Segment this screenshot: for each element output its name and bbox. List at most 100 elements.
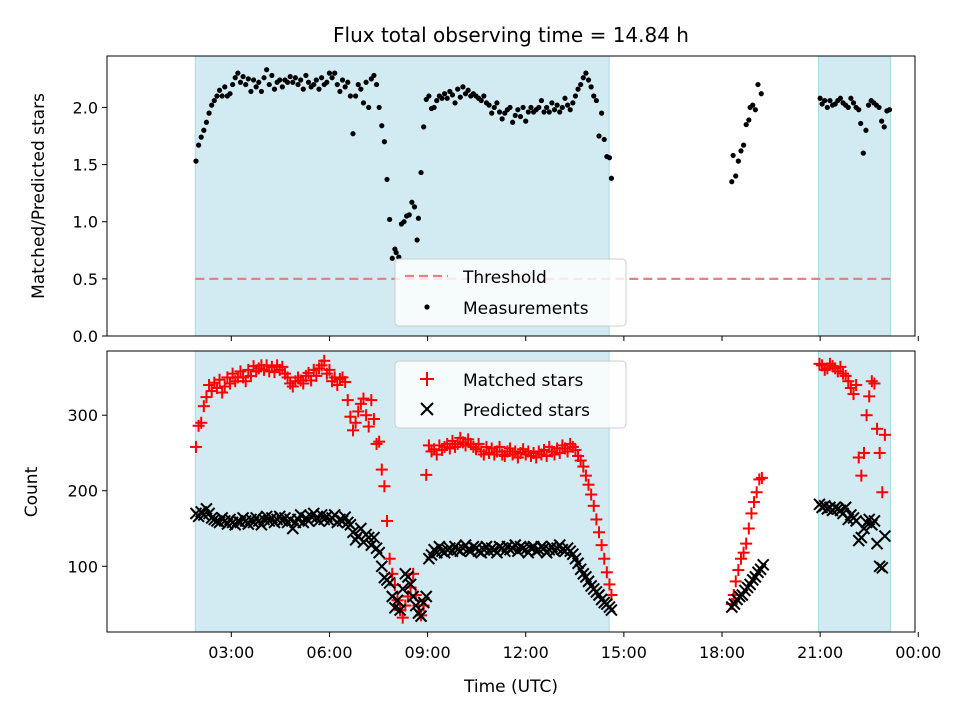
matched-star-point <box>587 499 600 512</box>
measurement-point <box>525 109 531 115</box>
measurement-point <box>585 77 592 83</box>
matched-star-point <box>569 443 582 456</box>
measurement-point <box>271 86 278 92</box>
matched-star-point <box>732 564 745 577</box>
measurement-point <box>195 142 202 148</box>
matched-star-point <box>600 566 613 579</box>
measurement-point <box>345 79 351 85</box>
measurement-point <box>541 109 547 115</box>
measurement-point <box>564 102 571 108</box>
measurement-point <box>316 86 322 92</box>
matched-star-point <box>755 471 768 484</box>
measurement-point <box>520 104 526 111</box>
matched-star-point <box>339 375 352 388</box>
measurement-point <box>507 104 513 111</box>
measurement-point <box>227 91 233 97</box>
matched-star-point <box>260 359 273 372</box>
matched-star-point <box>381 514 394 527</box>
measurement-point <box>353 93 359 99</box>
matched-star-point <box>216 386 229 399</box>
bottom-y-tick-label: 200 <box>67 482 98 501</box>
measurement-point <box>339 77 346 83</box>
measurement-point <box>279 84 285 90</box>
measurement-point <box>730 152 736 159</box>
measurement-point <box>570 100 576 106</box>
x-axis-label: Time (UTC) <box>463 677 558 697</box>
measurement-point <box>243 81 249 88</box>
measurement-point <box>559 104 565 111</box>
measurement-point <box>337 88 343 95</box>
matched-star-point <box>223 377 236 390</box>
measurement-point <box>329 75 335 81</box>
measurement-point <box>515 107 521 113</box>
matched-star-point <box>451 437 464 450</box>
matched-star-point <box>863 390 876 403</box>
measurement-point <box>822 97 828 104</box>
bottom-legend-box <box>394 360 627 429</box>
measurement-point <box>444 95 450 101</box>
matched-star-point <box>318 354 331 367</box>
measurement-point <box>528 104 534 111</box>
measurement-point <box>426 93 432 99</box>
bottom-y-tick-label: 100 <box>67 557 98 576</box>
measurement-point <box>326 70 333 76</box>
predicted-star-point <box>868 514 881 528</box>
matched-star-point <box>265 360 278 373</box>
measurement-point <box>729 179 735 185</box>
measurement-point <box>198 134 204 140</box>
bottom-panel: 100 200 300 03:00 06:00 09:00 12:00 15:00 18:00… <box>22 350 941 697</box>
matched-star-point <box>310 369 323 382</box>
matched-star-point <box>469 443 482 456</box>
matched-star-point <box>383 552 396 565</box>
predicted-star-point <box>406 590 420 603</box>
legend-threshold-label: Threshold <box>462 268 547 288</box>
matched-star-point <box>378 480 391 493</box>
measurement-point <box>211 97 217 104</box>
matched-star-point <box>737 546 750 559</box>
matched-star-point <box>855 469 868 482</box>
predicted-star-point <box>396 582 409 596</box>
matched-star-point <box>493 440 506 453</box>
matched-star-point <box>480 440 493 453</box>
matched-star-point <box>878 428 891 441</box>
matched-star-point <box>734 552 747 565</box>
measurement-point <box>434 97 440 104</box>
matched-star-point <box>837 367 850 380</box>
measurement-point <box>593 97 599 104</box>
measurement-point <box>287 73 293 80</box>
measurement-point <box>409 199 415 205</box>
measurement-point <box>496 109 503 115</box>
measurement-point <box>735 158 741 164</box>
measurement-point <box>342 84 348 90</box>
matched-star-point <box>352 405 365 418</box>
measurement-point <box>827 97 833 104</box>
measurement-point <box>606 155 613 161</box>
matched-star-point <box>873 446 886 459</box>
measurement-point <box>491 104 497 111</box>
measurement-point <box>389 255 395 261</box>
matched-star-point <box>750 486 763 499</box>
measurement-point <box>758 91 764 97</box>
predicted-star-point <box>409 599 423 612</box>
matched-star-point <box>598 552 611 565</box>
measurement-point <box>746 117 752 123</box>
legend-measurements-label: Measurements <box>463 299 589 319</box>
measurement-point <box>546 109 552 115</box>
x-tick-label: 09:00 <box>405 643 451 662</box>
legend-matched-label: Matched stars <box>463 371 583 391</box>
measurement-point <box>292 75 299 81</box>
top-y-tick-label: 2.0 <box>73 98 98 117</box>
measurement-point <box>863 127 869 133</box>
measurement-point <box>381 139 388 145</box>
matched-star-point <box>239 375 252 388</box>
matched-star-point <box>748 496 761 509</box>
measurement-point <box>465 87 471 93</box>
matched-star-point <box>286 380 299 393</box>
measurement-point <box>494 100 500 106</box>
measurement-point <box>230 81 236 88</box>
chart-title: Flux total observing time = 14.84 h <box>333 23 689 47</box>
measurement-point <box>575 86 581 92</box>
measurement-point <box>347 93 353 99</box>
predicted-star-point <box>420 590 433 603</box>
top-panel: 0.00.51.01.52.0 Matched/Predicted stars … <box>29 55 919 346</box>
